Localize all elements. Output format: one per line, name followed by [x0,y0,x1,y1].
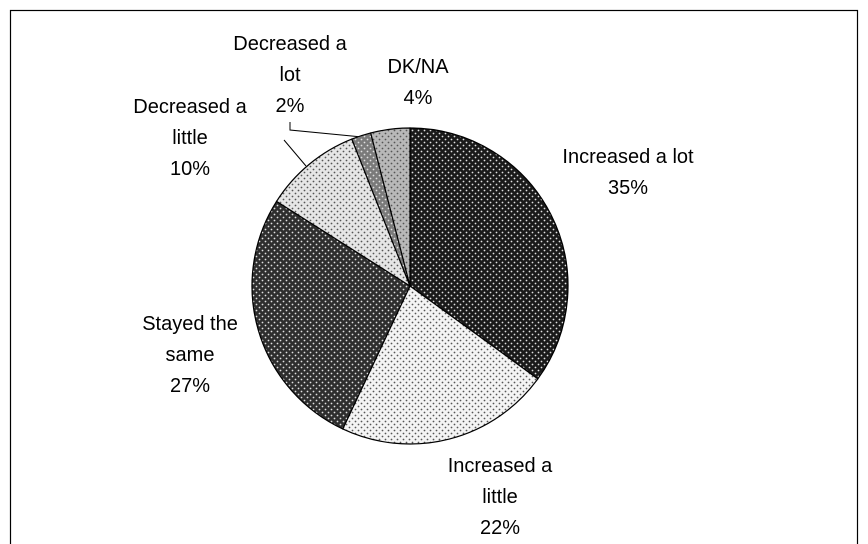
value-label: 10% [169,158,211,180]
pie-slice [409,127,569,380]
value-label: 35% [607,177,649,199]
pie-slice [275,138,412,288]
leader-line [289,122,363,138]
category-label: Stayed the same [142,313,238,366]
chart-frame [9,9,859,544]
pie-slice [369,127,411,287]
value-label: 22% [479,517,521,539]
slice-label: DK/NA 4% [343,52,493,114]
category-label: Increased a lot [562,146,694,168]
value-label: 2% [275,95,305,117]
category-label: DK/NA [387,56,449,78]
pie-slice [251,200,411,430]
slice-label: Increased a lot 35% [558,142,698,204]
slice-label: Decreased a little 10% [120,92,260,185]
slice-label: Increased a little 22% [430,451,570,544]
category-label: Decreased a lot [233,33,347,86]
leader-line [283,139,307,167]
value-label: 4% [403,87,433,109]
category-label: Increased a little [447,455,553,508]
value-label: 27% [169,375,211,397]
category-label: Decreased a little [133,96,247,149]
slice-label: Stayed the same 27% [120,309,260,402]
slice-label: Decreased a lot 2% [220,29,360,122]
